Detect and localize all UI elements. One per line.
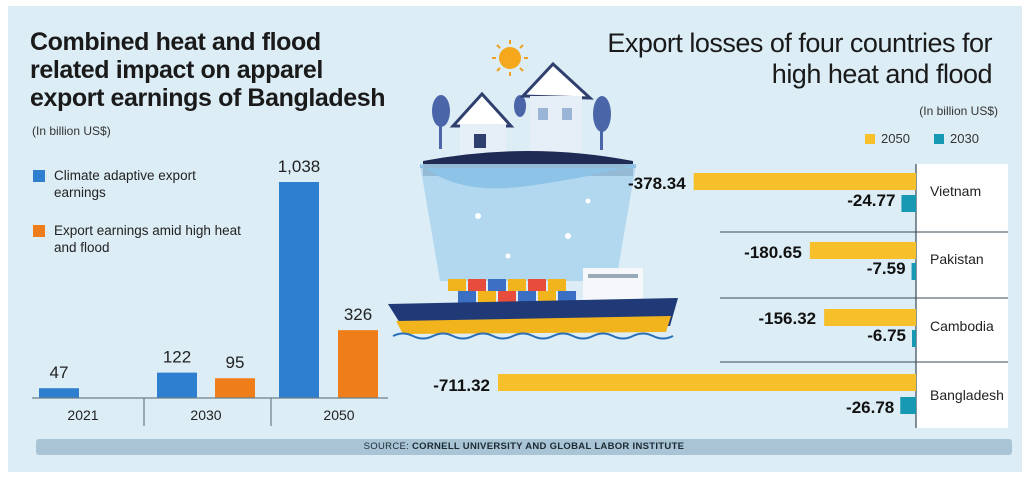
country-panel: [916, 164, 1008, 428]
bar-2030-1: [215, 378, 255, 398]
x-tick-label: 2030: [190, 407, 221, 423]
country-label: Cambodia: [930, 318, 994, 334]
country-label: Pakistan: [930, 251, 984, 267]
legend-label-climate-adaptive: Climate adaptive export earnings: [54, 168, 196, 200]
bar-value-label-2030: -26.78: [846, 398, 894, 417]
right-bar-chart: -378.34 -24.77 Vietnam -180.65 -7.59 Pakistan…: [433, 164, 1008, 428]
bar-2021-0: [39, 388, 79, 398]
bar-2050-Bangladesh: [498, 374, 916, 391]
illustration-ship-house: [388, 40, 678, 340]
bar-2030-Pakistan: [911, 263, 916, 280]
bar-2030-0: [157, 372, 197, 398]
cargo-ship-icon: [388, 268, 678, 340]
x-tick-label: 2050: [323, 407, 354, 423]
bar-value-label: 47: [50, 363, 69, 382]
bar-value-label-2030: -6.75: [867, 326, 906, 345]
bar-2050-Pakistan: [809, 242, 916, 259]
country-label: Bangladesh: [930, 387, 1004, 403]
left-chart-unit: (In billion US$): [32, 124, 111, 138]
legend-swatch-climate-adaptive: [33, 170, 45, 182]
infographic: Combined heat and flood related impact o…: [8, 6, 1022, 472]
legend-label-2050: 2050: [881, 131, 910, 146]
bar-value-label-2050: -378.34: [628, 174, 686, 193]
water-glass: [420, 164, 636, 281]
legend-swatch-heat-flood: [33, 225, 45, 237]
x-tick-label: 2021: [67, 407, 98, 423]
bar-2050-0: [279, 182, 319, 398]
bar-value-label: 1,038: [278, 157, 321, 176]
country-label: Vietnam: [930, 183, 981, 199]
legend-label-2030: 2030: [950, 131, 979, 146]
bar-value-label: 95: [226, 353, 245, 372]
bar-2050-1: [338, 330, 378, 398]
left-bar-chart: 47 122 95 1,038 326 2021 2030 2050: [32, 157, 388, 426]
bar-value-label-2030: -24.77: [847, 191, 895, 210]
bar-2030-Bangladesh: [900, 397, 916, 414]
right-chart-title: Export losses of four countries for high…: [607, 28, 992, 89]
bar-value-label-2030: -7.59: [867, 259, 906, 278]
tree-icon: [432, 95, 611, 150]
bar-value-label: 326: [344, 305, 372, 324]
bar-value-label-2050: -156.32: [758, 309, 816, 328]
bar-2030-Vietnam: [901, 195, 916, 212]
legend-swatch-2030: [934, 134, 944, 144]
left-chart-title: Combined heat and flood related impact o…: [30, 28, 386, 112]
bar-value-label-2050: -180.65: [744, 243, 802, 262]
source-text: CORNELL UNIVERSITY AND GLOBAL LABOR INST…: [412, 441, 685, 452]
source-note: SOURCE: CORNELL UNIVERSITY AND GLOBAL LA…: [36, 439, 1012, 455]
legend-swatch-2050: [865, 134, 875, 144]
legend-label-heat-flood: Export earnings amid high heat and flood: [54, 223, 241, 255]
bar-value-label: 122: [163, 348, 191, 367]
bar-value-label-2050: -711.32: [433, 376, 490, 395]
source-prefix: SOURCE:: [363, 441, 410, 452]
bar-2050-Vietnam: [693, 173, 916, 190]
right-chart-unit: (In billion US$): [919, 104, 998, 118]
bar-2050-Cambodia: [824, 309, 916, 326]
sun-icon: [492, 40, 528, 76]
bar-2030-Cambodia: [912, 330, 916, 347]
